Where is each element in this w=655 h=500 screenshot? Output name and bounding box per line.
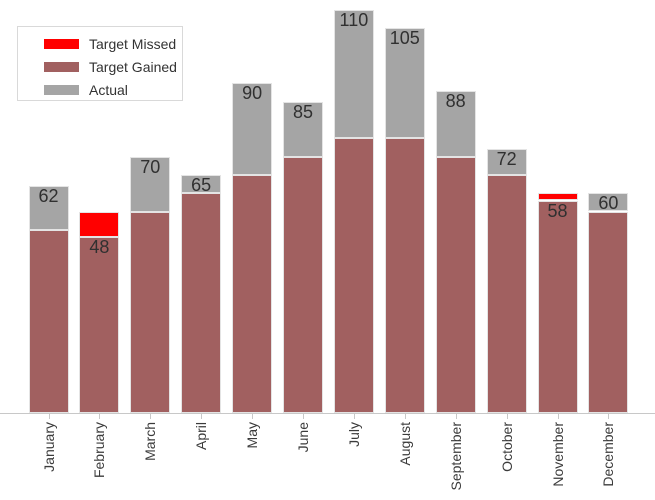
x-axis-tick-november — [557, 414, 559, 419]
x-axis-tick-december — [608, 414, 610, 419]
value-label-september: 88 — [445, 90, 466, 111]
x-axis-label-december: December — [600, 422, 617, 487]
x-axis-label-november: November — [549, 422, 566, 487]
bar-segment-actual-october — [486, 149, 527, 175]
x-axis-tick-february — [99, 414, 101, 419]
legend-items: Target Missed Target Gained Actual — [44, 32, 182, 101]
bar-segment-actual-january — [28, 185, 69, 230]
bar-segment-target-gained-may — [232, 174, 273, 413]
bar-segment-actual-december — [588, 193, 629, 212]
x-axis-tick-march — [150, 414, 152, 419]
value-label-december: 60 — [598, 193, 619, 214]
bar-segment-target-gained-june — [283, 156, 323, 413]
bar-segment-actual-september — [435, 90, 476, 157]
bar-segment-target-gained-december — [588, 211, 629, 413]
x-axis-label-february: February — [91, 422, 108, 479]
bar-segment-actual-may — [232, 83, 273, 175]
value-label-april: 65 — [191, 174, 212, 195]
bar-segment-target-gained-november — [537, 200, 578, 413]
legend-item-target-gained: Target Gained — [44, 55, 182, 78]
legend-label-target-gained: Target Gained — [89, 58, 177, 75]
value-label-october: 72 — [496, 149, 517, 170]
value-label-august: 105 — [389, 28, 420, 49]
x-axis-tick-april — [201, 414, 203, 419]
x-axis-tick-january — [48, 414, 50, 419]
value-label-july: 110 — [339, 10, 369, 30]
x-axis-label-october: October — [498, 422, 515, 472]
x-axis-label-april: April — [193, 422, 210, 451]
x-axis-label-july: July — [345, 422, 362, 447]
x-axis-tick-june — [303, 414, 304, 419]
x-axis-label-may: May — [244, 422, 261, 449]
value-label-march: 70 — [140, 156, 161, 177]
legend-item-actual: Actual — [44, 78, 182, 101]
bar-segment-target-gained-january — [28, 229, 69, 413]
legend-item-target-missed: Target Missed — [44, 32, 182, 55]
value-label-january: 62 — [38, 185, 59, 206]
bar-segment-actual-july — [333, 10, 374, 139]
legend-swatch-actual — [44, 84, 79, 95]
bar-segment-actual-august — [384, 28, 425, 139]
x-axis-tick-september — [455, 414, 457, 419]
bar-segment-actual-march — [130, 156, 171, 212]
bar-segment-target-gained-october — [486, 174, 527, 413]
legend: Target Missed Target Gained Actual — [17, 26, 183, 101]
bar-segment-target-gained-september — [435, 156, 476, 413]
x-axis-label-january: January — [40, 422, 57, 472]
x-axis-tick-may — [252, 414, 254, 419]
bar-segment-actual-april — [181, 174, 222, 194]
value-label-june: 85 — [292, 101, 314, 122]
bar-segment-target-gained-july — [333, 138, 374, 413]
x-axis-label-september: September — [447, 422, 464, 491]
legend-swatch-target-gained — [44, 61, 79, 72]
bar-segment-target-gained-april — [181, 193, 222, 413]
legend-label-target-missed: Target Missed — [89, 35, 177, 52]
x-axis-label-august: August — [396, 422, 413, 466]
value-label-may: 90 — [242, 83, 263, 104]
legend-swatch-target-missed — [44, 38, 79, 49]
value-label-november: 58 — [547, 200, 568, 221]
bar-segment-target-missed-november — [537, 193, 578, 201]
legend-label-actual: Actual — [89, 81, 128, 98]
x-axis-line — [0, 413, 655, 414]
bar-segment-target-gained-february — [79, 237, 120, 413]
bar-segment-target-gained-august — [384, 138, 425, 413]
bar-segment-actual-june — [283, 101, 323, 157]
x-axis-tick-august — [404, 414, 406, 419]
x-axis-tick-october — [506, 414, 508, 419]
x-axis-tick-july — [353, 414, 355, 419]
bar-segment-target-missed-february — [79, 211, 120, 238]
x-axis-label-june: June — [295, 422, 311, 453]
bar-segment-target-gained-march — [130, 211, 171, 413]
value-label-february: 48 — [89, 237, 110, 258]
x-axis-label-march: March — [142, 422, 159, 461]
